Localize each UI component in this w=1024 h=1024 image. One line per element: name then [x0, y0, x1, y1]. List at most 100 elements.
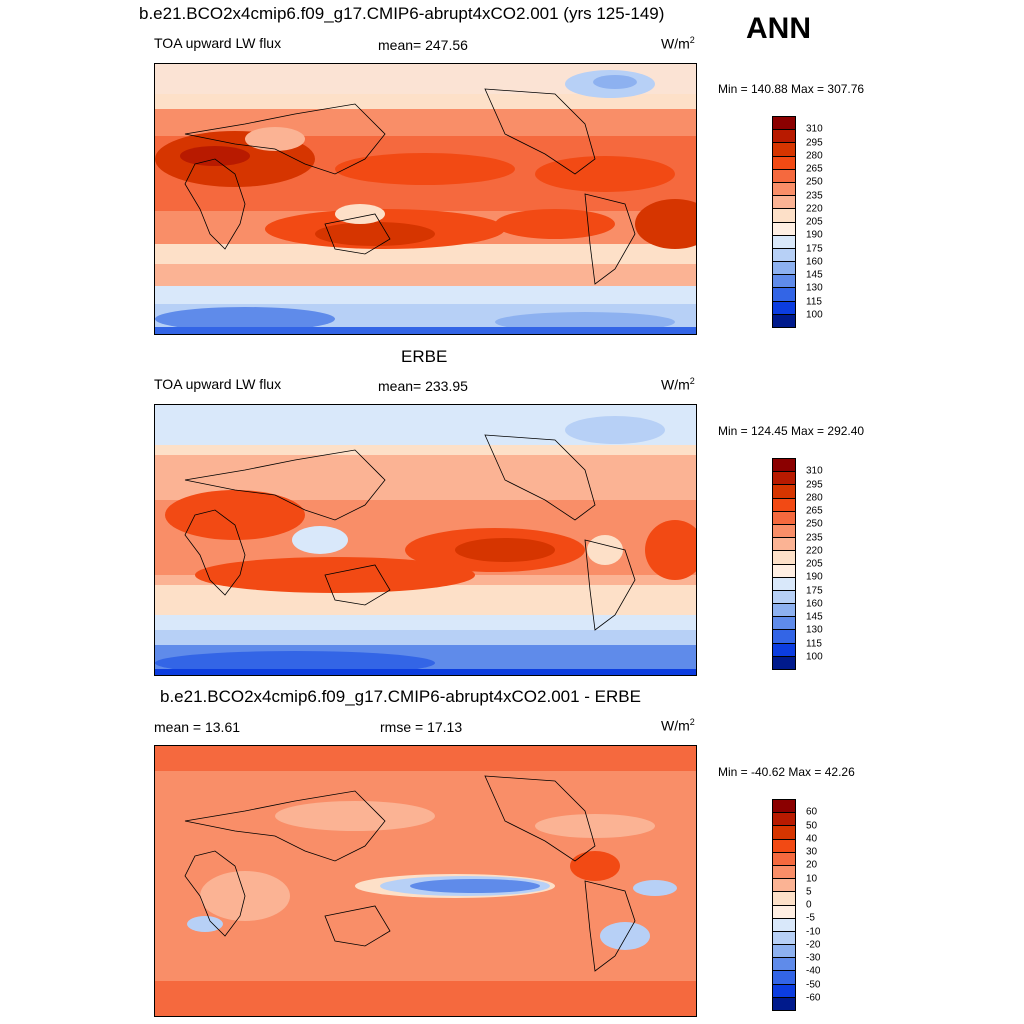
colorbar-segment — [773, 156, 795, 170]
panel1-map — [154, 63, 697, 335]
colorbar-segment — [773, 617, 795, 631]
colorbar-segment — [773, 275, 795, 289]
colorbar-tick-label: 130 — [806, 624, 823, 636]
colorbar-segment — [773, 656, 795, 669]
colorbar-tick-label: 220 — [806, 203, 823, 215]
panel2-map-field — [155, 405, 696, 675]
colorbar-segment — [773, 918, 795, 932]
colorbar-tick-label: 265 — [806, 163, 823, 175]
colorbar-segment — [773, 997, 795, 1010]
colorbar-tick-label: -30 — [806, 952, 821, 964]
colorbar-segment — [773, 169, 795, 183]
colorbar-segment — [773, 209, 795, 223]
panel3-rmse: rmse = 17.13 — [380, 719, 463, 735]
colorbar-segment — [773, 485, 795, 499]
colorbar-tick-label: 190 — [806, 229, 823, 241]
colorbar-tick-label: 295 — [806, 137, 823, 148]
colorbar-tick-label: 205 — [806, 558, 823, 570]
colorbar-segment — [773, 971, 795, 985]
colorbar-tick-label: 10 — [806, 873, 818, 884]
colorbar-segment — [773, 643, 795, 657]
colorbar-tick-label: 175 — [806, 585, 823, 596]
colorbar-segment — [773, 630, 795, 644]
panel1-map-field — [155, 64, 696, 334]
colorbar-segment — [773, 301, 795, 315]
panel2-heading: ERBE — [401, 347, 448, 366]
colorbar-segment — [773, 892, 795, 906]
panel1-units: W/m2 — [661, 35, 695, 52]
panel1-minmax: Min = 140.88 Max = 307.76 — [718, 82, 865, 96]
colorbar-segment — [773, 984, 795, 998]
colorbar-segment — [773, 879, 795, 893]
colorbar-segment — [773, 945, 795, 959]
colorbar-tick-label: 160 — [806, 598, 823, 610]
panel3-map-field — [155, 746, 696, 1016]
colorbar-segment — [773, 524, 795, 539]
colorbar-segment — [773, 852, 795, 866]
colorbar-segment — [773, 248, 795, 263]
panel3-mean: mean = 13.61 — [154, 719, 241, 735]
colorbar-segment — [773, 130, 795, 144]
colorbar-tick-label: 50 — [806, 820, 818, 831]
colorbar-tick-label: 250 — [806, 518, 823, 530]
panel2-mean: mean= 233.95 — [378, 378, 468, 394]
colorbar-tick-label: -5 — [806, 912, 815, 924]
colorbar-tick-label: 40 — [806, 833, 818, 845]
colorbar-segment — [773, 577, 795, 591]
colorbar-segment — [773, 538, 795, 552]
colorbar-tick-label: -50 — [806, 979, 821, 990]
colorbar-tick-label: -40 — [806, 965, 821, 977]
panel3-minmax: Min = -40.62 Max = 42.26 — [718, 765, 855, 779]
colorbar-segment — [773, 314, 795, 327]
panel3-heading: b.e21.BCO2x4cmip6.f09_g17.CMIP6-abrupt4x… — [160, 687, 641, 706]
colorbar-tick-label: 295 — [806, 479, 823, 490]
colorbar-tick-label: 20 — [806, 859, 818, 871]
colorbar-tick-label: 145 — [806, 269, 823, 281]
panel3-map — [154, 745, 697, 1017]
colorbar-segment — [773, 905, 795, 919]
colorbar-segment — [773, 182, 795, 197]
colorbar-segment — [773, 590, 795, 605]
colorbar-segment — [773, 511, 795, 525]
colorbar-tick-label: 310 — [806, 123, 823, 135]
colorbar-tick-label: 145 — [806, 611, 823, 623]
panel3-units: W/m2 — [661, 717, 695, 734]
season-label: ANN — [746, 12, 811, 45]
colorbar-segment — [773, 931, 795, 946]
colorbar-segment — [773, 564, 795, 578]
colorbar-tick-label: 100 — [806, 309, 823, 321]
colorbar-tick-label: 30 — [806, 846, 818, 858]
colorbar-segment — [773, 196, 795, 210]
colorbar-tick-label: 310 — [806, 465, 823, 477]
colorbar-segment — [773, 813, 795, 827]
colorbar-tick-label: 220 — [806, 545, 823, 557]
colorbar-tick-label: 115 — [806, 296, 822, 307]
colorbar-segment — [773, 262, 795, 276]
colorbar-tick-label: -20 — [806, 939, 821, 951]
panel1-colorbar — [772, 116, 796, 328]
main-title: b.e21.BCO2x4cmip6.f09_g17.CMIP6-abrupt4x… — [139, 4, 665, 23]
panel1-variable: TOA upward LW flux — [154, 35, 282, 51]
colorbar-tick-label: 280 — [806, 492, 823, 504]
colorbar-tick-label: 160 — [806, 256, 823, 268]
colorbar-segment — [773, 839, 795, 853]
panel3-colorbar — [772, 799, 796, 1011]
panel2-map — [154, 404, 697, 676]
colorbar-tick-label: 235 — [806, 532, 823, 543]
colorbar-segment — [773, 498, 795, 512]
colorbar-segment — [773, 826, 795, 840]
colorbar-segment — [773, 235, 795, 249]
colorbar-segment — [773, 865, 795, 880]
colorbar-tick-label: 190 — [806, 571, 823, 583]
colorbar-tick-label: 280 — [806, 150, 823, 162]
panel2-units: W/m2 — [661, 376, 695, 393]
colorbar-segment — [773, 222, 795, 236]
colorbar-tick-label: 5 — [806, 886, 812, 898]
colorbar-tick-label: 235 — [806, 190, 823, 201]
colorbar-tick-label: -60 — [806, 992, 821, 1004]
colorbar-tick-label: 0 — [806, 899, 812, 911]
colorbar-segment — [773, 472, 795, 486]
colorbar-tick-label: 175 — [806, 243, 823, 254]
colorbar-tick-label: 250 — [806, 176, 823, 188]
colorbar-segment — [773, 604, 795, 618]
